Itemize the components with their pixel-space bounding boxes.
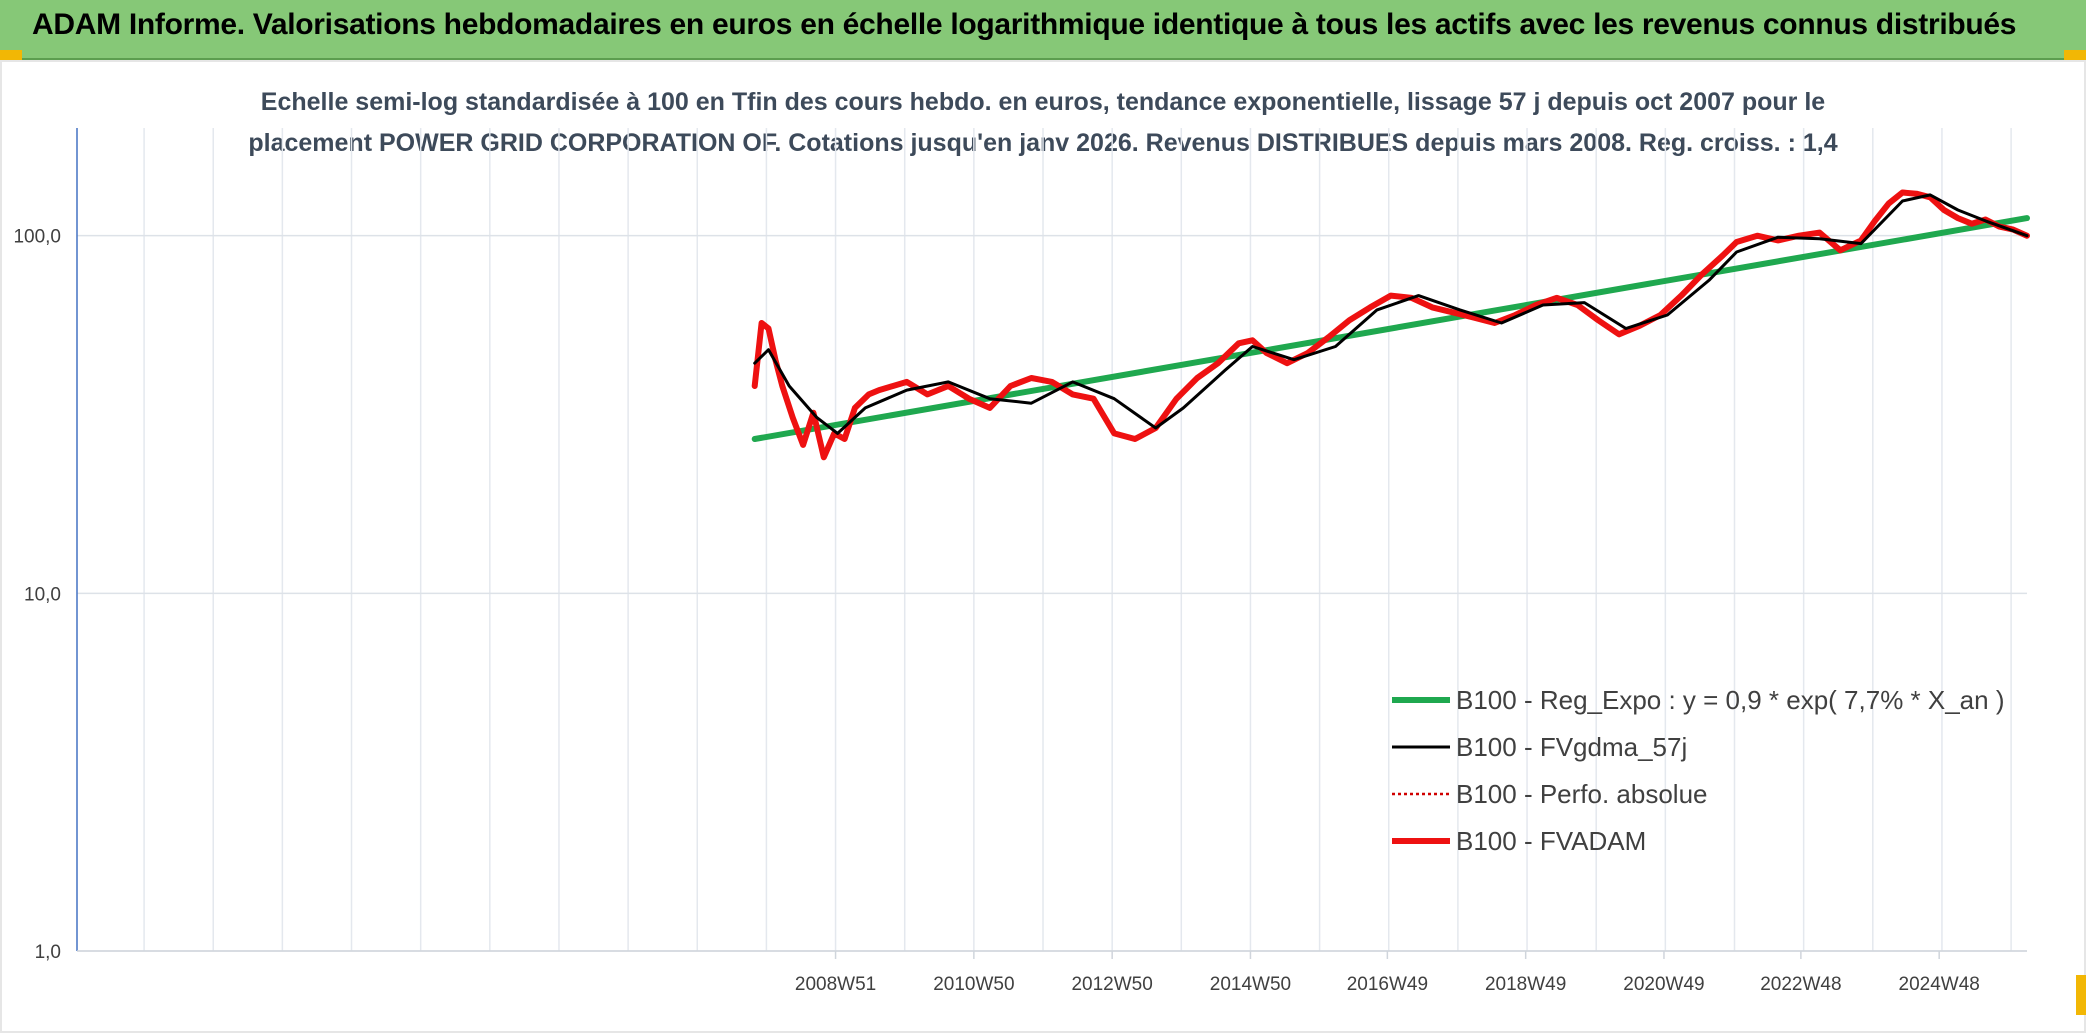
legend-entry: B100 - FVADAM <box>1456 826 1646 856</box>
chart-title-line-1: Echelle semi-log standardisée à 100 en T… <box>260 88 1826 116</box>
x-tick-label: 2014W50 <box>1210 974 1291 995</box>
x-tick-label: 2012W50 <box>1071 974 1152 995</box>
y-tick-label: 1,0 <box>35 942 61 963</box>
corner-marker-bottom-right <box>2076 975 2086 1015</box>
legend-entry: B100 - FVgdma_57j <box>1456 732 1687 762</box>
x-tick-label: 2024W48 <box>1899 974 1980 995</box>
x-tick-label: 2008W51 <box>795 974 876 995</box>
series-line-0 <box>751 215 2030 442</box>
series-line-3 <box>751 189 2030 461</box>
corner-marker-left <box>0 50 22 62</box>
series-line-1 <box>753 193 2029 435</box>
legend-entry: B100 - Reg_Expo : y = 0,9 * exp( 7,7% * … <box>1456 685 2005 715</box>
legend-entry: B100 - Perfo. absolue <box>1456 779 1708 809</box>
report-title: ADAM Informe. Valorisations hebdomadaire… <box>32 8 2017 41</box>
x-tick-label: 2018W49 <box>1485 974 1566 995</box>
x-tick-label: 2016W49 <box>1347 974 1428 995</box>
x-tick-label: 2010W50 <box>933 974 1014 995</box>
x-tick-label: 2022W48 <box>1760 974 1841 995</box>
header-banner: ADAM Informe. Valorisations hebdomadaire… <box>0 0 2086 60</box>
corner-marker-right <box>2064 50 2086 62</box>
y-tick-label: 10,0 <box>24 584 61 605</box>
x-tick-label: 2020W49 <box>1623 974 1704 995</box>
y-tick-label: 100,0 <box>13 227 61 248</box>
